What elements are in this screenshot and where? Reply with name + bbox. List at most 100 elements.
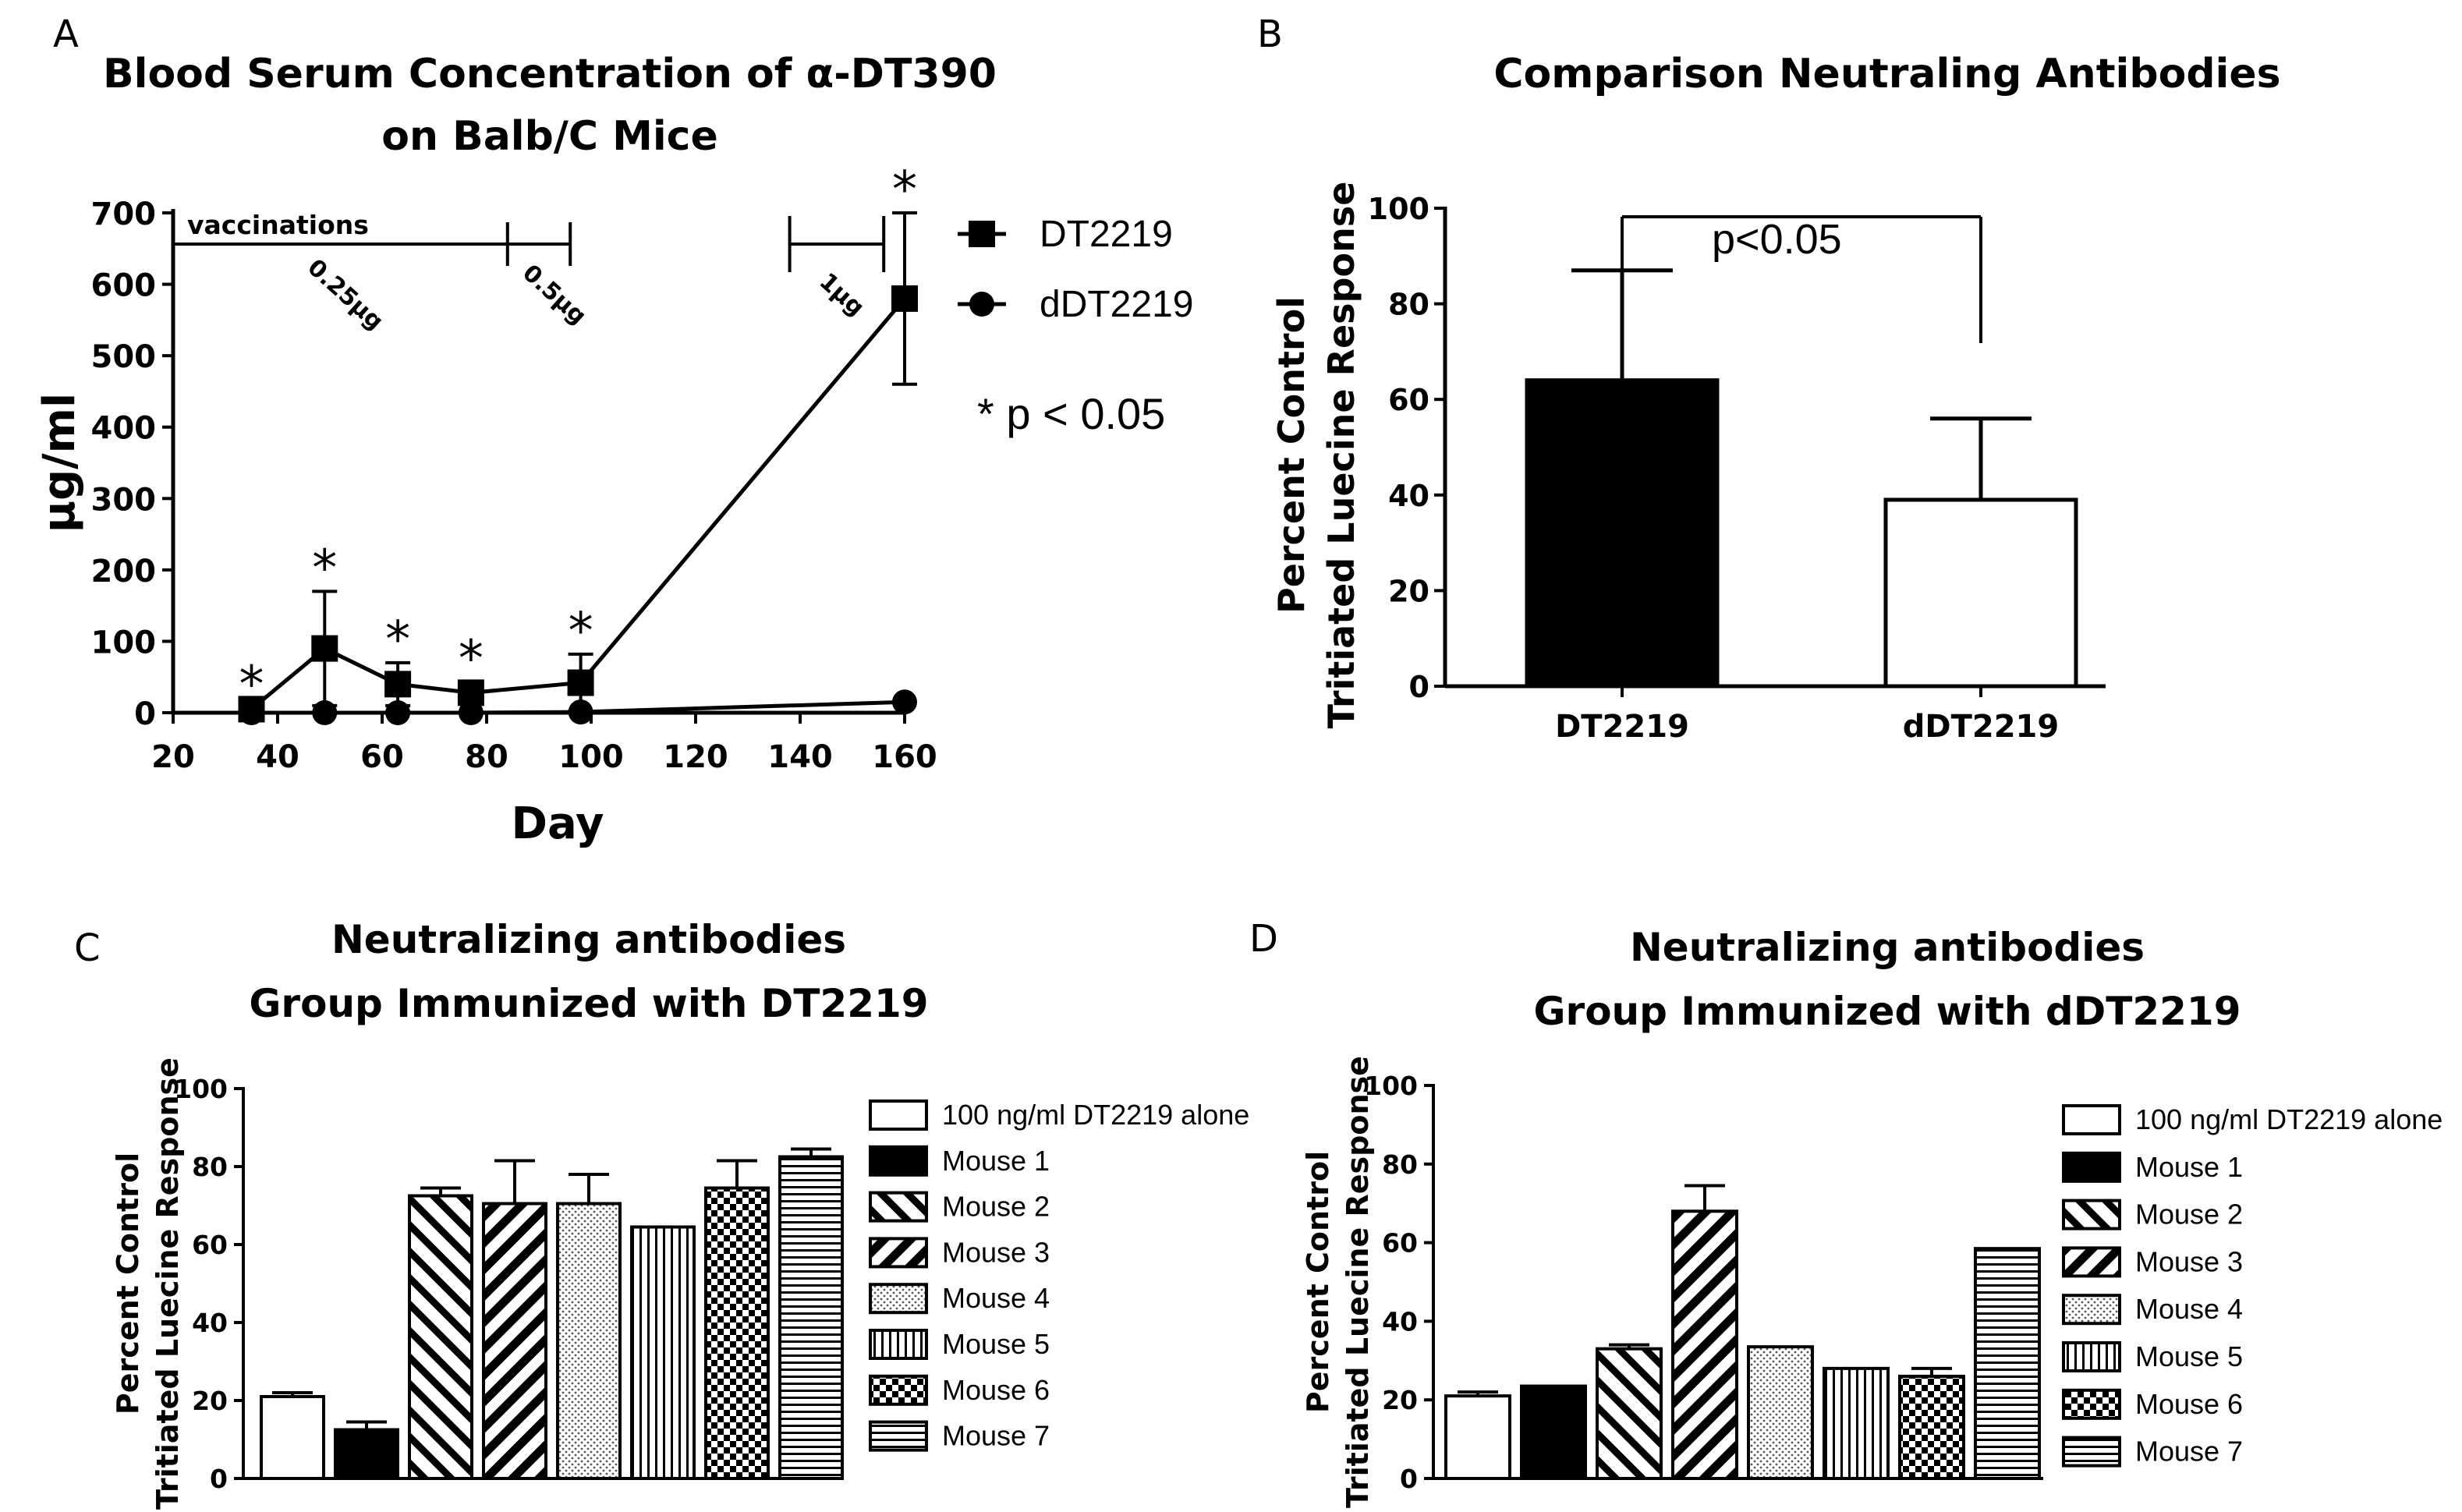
panel-c-bar-chart: Neutralizing antibodies Group Immunized w… bbox=[111, 917, 1249, 1510]
data-point-circle bbox=[239, 700, 264, 725]
y-axis-label-line1: Percent Control bbox=[1301, 1151, 1335, 1413]
legend-label-DT2219: DT2219 bbox=[1040, 214, 1173, 255]
legend-label: Mouse 5 bbox=[942, 1328, 1050, 1360]
x-tick-label: 80 bbox=[465, 739, 508, 775]
chart-title: Comparison Neutraling Antibodies bbox=[1493, 51, 2280, 97]
y-axis-label-line2: Tritiated Luecine Response bbox=[1320, 182, 1362, 729]
y-tick-label: 100 bbox=[1364, 1071, 1418, 1101]
panel-d-bar-chart: Neutralizing antibodies Group Immunized w… bbox=[1301, 925, 2443, 1508]
y-tick-label: 0 bbox=[1400, 1464, 1418, 1494]
data-point-circle bbox=[385, 700, 411, 725]
legend-swatch bbox=[869, 1329, 928, 1360]
y-tick-label: 40 bbox=[192, 1308, 228, 1338]
legend-label: Mouse 2 bbox=[2135, 1199, 2243, 1230]
vaccinations-label: vaccinations bbox=[187, 210, 369, 240]
bar-DT2219 bbox=[1525, 378, 1720, 689]
dose-label: 0.5μg bbox=[517, 260, 591, 331]
data-point-square bbox=[384, 671, 412, 698]
panel-letter-c: C bbox=[74, 926, 101, 970]
x-axis-label: Day bbox=[511, 798, 604, 849]
legend-label: Mouse 1 bbox=[942, 1145, 1050, 1177]
legend-label: Mouse 5 bbox=[2135, 1340, 2243, 1372]
significance-asterisk: * bbox=[385, 611, 410, 669]
bar-mouse-5 bbox=[1823, 1366, 1890, 1480]
y-tick-label: 700 bbox=[91, 197, 157, 232]
panel-b-bar-chart: Comparison Neutraling Antibodies 0 20 40 60 8… bbox=[1270, 51, 2281, 745]
y-tick-label: 0 bbox=[210, 1464, 228, 1494]
y-tick-label: 20 bbox=[1388, 574, 1429, 608]
bar-mouse-6 bbox=[704, 1186, 770, 1480]
y-tick-label: 40 bbox=[1388, 479, 1429, 513]
legend-swatch bbox=[2062, 1388, 2121, 1420]
y-tick-label: 0 bbox=[134, 696, 156, 732]
y-tick-label: 80 bbox=[192, 1152, 228, 1182]
bar-100-ng/ml-dt2219-alone bbox=[260, 1395, 325, 1480]
y-tick-label: 80 bbox=[1388, 288, 1429, 322]
legend-label: Mouse 4 bbox=[2135, 1293, 2243, 1325]
y-tick-label: 60 bbox=[192, 1230, 228, 1260]
legend-swatch bbox=[869, 1283, 928, 1315]
y-axis-label-line2: Tritiated Luecine Response bbox=[1341, 1056, 1375, 1508]
y-tick-label: 100 bbox=[174, 1074, 228, 1104]
y-axis-label-line2: Tritiated Luecine Response bbox=[151, 1057, 185, 1510]
legend-label: Mouse 3 bbox=[942, 1236, 1050, 1268]
legend-swatch bbox=[869, 1420, 928, 1452]
legend-swatch bbox=[2062, 1341, 2121, 1372]
bar-mouse-6 bbox=[1898, 1374, 1965, 1480]
y-tick-label: 100 bbox=[1368, 192, 1429, 226]
legend-swatch bbox=[2062, 1436, 2121, 1468]
y-tick-label: 300 bbox=[91, 482, 157, 518]
y-axis-label-line1: Percent Control bbox=[111, 1153, 145, 1415]
bar-mouse-3 bbox=[482, 1202, 547, 1480]
legend-swatch bbox=[869, 1145, 928, 1177]
legend-label: Mouse 4 bbox=[942, 1282, 1050, 1314]
legend-marker-circle bbox=[969, 292, 994, 317]
legend-label: Mouse 7 bbox=[2135, 1436, 2243, 1468]
significance-asterisk: * bbox=[892, 161, 917, 219]
data-point-circle bbox=[312, 700, 338, 725]
bar-100-ng/ml-dt2219-alone bbox=[1444, 1394, 1511, 1481]
legend-swatch bbox=[2062, 1246, 2121, 1278]
legend-label: Mouse 1 bbox=[2135, 1151, 2243, 1183]
legend-marker-square bbox=[969, 221, 995, 247]
legend-swatch bbox=[2062, 1151, 2121, 1183]
y-axis-label-line1: Percent Control bbox=[1270, 296, 1312, 614]
x-tick-label: 140 bbox=[767, 739, 833, 775]
dose-label: 1μg bbox=[814, 267, 870, 321]
chart-subtitle: Group Immunized with DT2219 bbox=[249, 981, 928, 1026]
bar-mouse-1 bbox=[334, 1428, 399, 1480]
significance-asterisk: * bbox=[459, 631, 484, 689]
panel-letter-d: D bbox=[1249, 917, 1278, 961]
legend-swatch bbox=[2062, 1199, 2121, 1230]
bar-mouse-7 bbox=[778, 1155, 844, 1480]
legend-swatch bbox=[2062, 1104, 2121, 1135]
data-point-circle bbox=[568, 699, 593, 725]
y-tick-label: 20 bbox=[192, 1386, 228, 1416]
y-tick-label: 100 bbox=[91, 625, 157, 660]
data-point-square bbox=[567, 669, 594, 696]
x-tick-label: DT2219 bbox=[1555, 709, 1689, 745]
data-point-circle bbox=[458, 700, 484, 725]
y-tick-label: 60 bbox=[1382, 1228, 1418, 1259]
x-tick-label: 160 bbox=[872, 739, 937, 775]
panel-a-line-chart: Blood Serum Concentration of α-DT390 on B… bbox=[34, 51, 1193, 849]
y-tick-label: 200 bbox=[91, 554, 157, 590]
bar-mouse-5 bbox=[630, 1225, 696, 1480]
x-tick-label: 60 bbox=[360, 739, 404, 775]
legend-swatch bbox=[869, 1237, 928, 1269]
y-tick-label: 40 bbox=[1382, 1306, 1418, 1337]
chart-subtitle: Group Immunized with dDT2219 bbox=[1534, 989, 2241, 1034]
panel-letter-a: A bbox=[53, 12, 79, 56]
chart-title: Blood Serum Concentration of α-DT390 bbox=[103, 51, 997, 97]
x-tick-label: dDT2219 bbox=[1903, 709, 2059, 745]
legend-swatch bbox=[869, 1099, 928, 1131]
bar-mouse-1 bbox=[1520, 1384, 1587, 1481]
bar-mouse-4 bbox=[1747, 1345, 1814, 1481]
y-tick-label: 80 bbox=[1382, 1149, 1418, 1180]
significance-asterisk: * bbox=[569, 603, 593, 660]
y-tick-label: 600 bbox=[91, 268, 157, 304]
data-point-square bbox=[311, 635, 338, 662]
x-tick-label: 20 bbox=[151, 739, 195, 775]
significance-label: p<0.05 bbox=[1712, 216, 1842, 263]
y-tick-label: 0 bbox=[1409, 670, 1429, 704]
